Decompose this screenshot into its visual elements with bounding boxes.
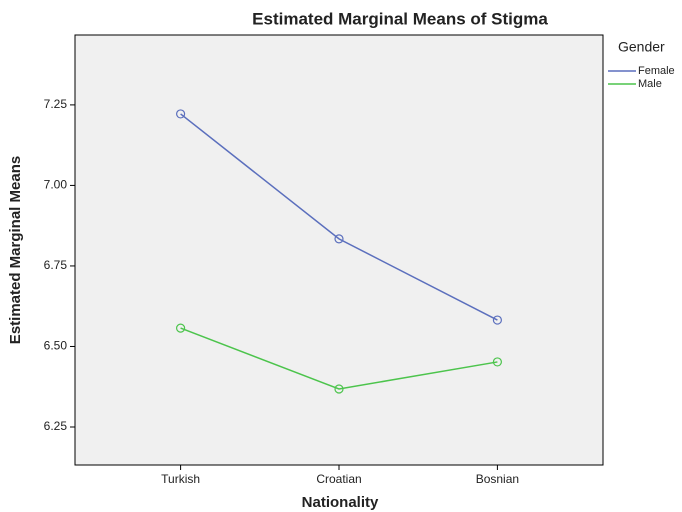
x-tick-label: Croatian bbox=[316, 472, 361, 486]
marker bbox=[176, 323, 186, 333]
marker bbox=[334, 384, 344, 394]
series-line bbox=[180, 327, 498, 390]
y-tick-label: 6.75 bbox=[44, 258, 68, 272]
plot-area bbox=[74, 34, 604, 466]
x-tick-label: Turkish bbox=[161, 472, 200, 486]
y-tick-label: 6.25 bbox=[44, 419, 68, 433]
legend-title: Gender bbox=[618, 39, 665, 55]
y-tick-label: 7.25 bbox=[44, 97, 68, 111]
chart-title: Estimated Marginal Means of Stigma bbox=[252, 9, 548, 28]
legend-label: Male bbox=[638, 78, 662, 90]
marker bbox=[334, 234, 344, 244]
legend-label: Female bbox=[638, 65, 675, 77]
series-line bbox=[180, 113, 498, 321]
marker bbox=[492, 357, 502, 367]
x-tick-label: Bosnian bbox=[476, 472, 519, 486]
y-tick-label: 6.50 bbox=[44, 339, 68, 353]
y-axis-label: Estimated Marginal Means bbox=[7, 156, 24, 344]
marker bbox=[492, 315, 502, 325]
marker bbox=[176, 109, 186, 119]
y-tick-label: 7.00 bbox=[44, 178, 68, 192]
x-axis-label: Nationality bbox=[302, 494, 379, 511]
